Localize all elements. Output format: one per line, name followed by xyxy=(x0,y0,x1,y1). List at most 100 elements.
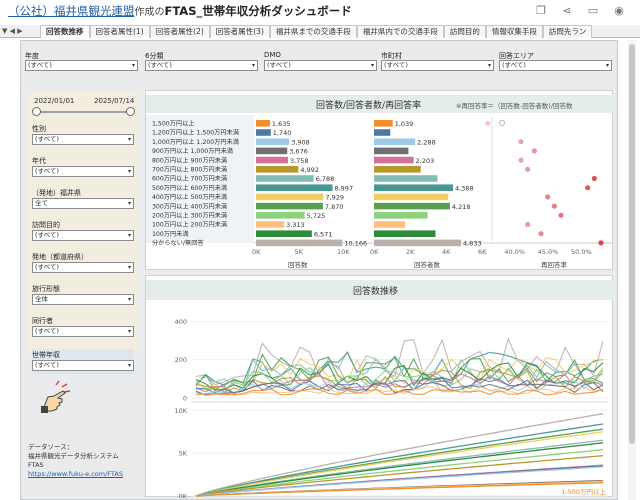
respondents-bar[interactable] xyxy=(374,175,438,182)
filter-area-select[interactable]: (すべて) ▾ xyxy=(499,60,612,71)
respondents-bar[interactable] xyxy=(374,239,461,247)
category-label: 300万円以上 400万円未満 xyxy=(152,202,227,210)
answers-bar[interactable] xyxy=(256,239,343,247)
tab-0[interactable]: 回答数推移 xyxy=(40,25,90,38)
left-filter-select[interactable]: (すべて) ▾ xyxy=(32,230,134,241)
left-filter-select[interactable]: (すべて) ▾ xyxy=(32,262,134,273)
answers-bar[interactable] xyxy=(256,221,285,228)
slider-end-handle[interactable] xyxy=(126,107,135,116)
respondents-bar[interactable] xyxy=(374,202,450,210)
respondents-bar[interactable] xyxy=(374,212,428,219)
tab-2[interactable]: 回答者属性(2) xyxy=(149,25,210,38)
trend-chart: 400 200 0 10K 5K 0K 1,500万円以上 xyxy=(174,318,608,498)
answers-bar[interactable] xyxy=(256,175,314,182)
answers-label: 6,788 xyxy=(316,175,335,183)
rate-point[interactable] xyxy=(545,194,551,200)
top-filters: 年度 (すべて) ▾ 6分類 (すべて) ▾ DMO (すべて) ▾ 市町村 (すべて… xyxy=(25,51,615,77)
filter-city-select[interactable]: (すべて) ▾ xyxy=(381,60,494,71)
rate-point[interactable] xyxy=(518,157,524,163)
trend-line[interactable] xyxy=(195,369,604,393)
tab-4[interactable]: 福井県までの交通手段 xyxy=(269,25,357,38)
respondents-bar[interactable] xyxy=(374,221,406,228)
answers-bar[interactable] xyxy=(256,156,288,164)
tab-3[interactable]: 回答者属性(3) xyxy=(209,25,270,38)
respondents-bar[interactable] xyxy=(374,147,409,155)
filter-label: 年度 xyxy=(25,52,39,60)
left-filter-2: （発地）福井県 全て ▾ xyxy=(32,188,134,209)
answers-label: 1,740 xyxy=(273,129,292,137)
rate-point[interactable] xyxy=(591,175,597,182)
answers-bar[interactable] xyxy=(256,166,299,173)
filter-income-select[interactable]: (すべて) ▾ xyxy=(32,360,134,371)
rate-point[interactable] xyxy=(538,231,544,237)
respondents-bar[interactable] xyxy=(374,166,421,173)
rate-point[interactable] xyxy=(485,120,491,126)
cumulative-line[interactable] xyxy=(195,482,604,497)
respondents-bar[interactable] xyxy=(374,120,393,127)
cumulative-line[interactable] xyxy=(195,449,604,497)
rate-point-empty[interactable] xyxy=(498,119,506,127)
respondents-bar[interactable] xyxy=(374,184,453,191)
vertical-scrollbar[interactable] xyxy=(628,40,636,500)
cumulative-line[interactable] xyxy=(195,442,604,497)
rate-point[interactable] xyxy=(598,240,604,246)
respondents-bar[interactable] xyxy=(374,129,391,136)
share-icon[interactable]: ⋖ xyxy=(562,4,572,17)
filter-label: 同行者 xyxy=(32,317,53,325)
trend-line[interactable] xyxy=(195,381,604,396)
rate-point[interactable] xyxy=(531,148,537,154)
answers-bar[interactable] xyxy=(256,120,270,127)
respondents-bar[interactable] xyxy=(374,193,449,201)
answers-bar[interactable] xyxy=(256,147,288,155)
left-filter-select[interactable]: 全体 ▾ xyxy=(32,294,134,305)
source-link[interactable]: https://www.fuku-e.com/FTAS xyxy=(28,470,123,478)
slider-start-handle[interactable] xyxy=(32,107,41,116)
answers-bar[interactable] xyxy=(256,184,333,191)
rate-point[interactable] xyxy=(585,185,591,191)
org-link[interactable]: （公社）福井県観光連盟 xyxy=(8,4,135,18)
left-filter-select[interactable]: (すべて) ▾ xyxy=(32,166,134,177)
scrollbar-thumb[interactable] xyxy=(629,44,635,444)
cumulative-line[interactable] xyxy=(195,455,604,497)
tab-scroll-arrows[interactable]: ▼ ◀ ▶ xyxy=(2,27,23,35)
answers-bar[interactable] xyxy=(256,193,324,201)
left-filter-select[interactable]: (すべて) ▾ xyxy=(32,326,134,337)
date-range-slider[interactable] xyxy=(32,107,135,116)
chevron-down-icon: ▾ xyxy=(127,328,131,335)
respondents-bar[interactable] xyxy=(374,156,414,164)
cumulative-line[interactable] xyxy=(195,413,604,497)
copy-icon[interactable]: ❐ xyxy=(536,4,546,17)
filter-dmo-select[interactable]: (すべて) ▾ xyxy=(264,60,377,71)
cumulative-line[interactable] xyxy=(195,466,604,497)
trend-line[interactable] xyxy=(195,356,604,390)
respondents-bar[interactable] xyxy=(374,138,416,145)
rate-point[interactable] xyxy=(551,203,557,209)
cumulative-line[interactable] xyxy=(195,423,604,497)
trend-line[interactable] xyxy=(195,337,604,386)
rate-point[interactable] xyxy=(525,221,531,228)
left-filter-select[interactable]: (すべて) ▾ xyxy=(32,134,134,145)
comment-icon[interactable]: ▭ xyxy=(587,4,599,17)
tab-8[interactable]: 訪問先ラン xyxy=(542,25,593,38)
trend-line[interactable] xyxy=(195,388,604,396)
answers-bar[interactable] xyxy=(256,212,305,219)
rate-point[interactable] xyxy=(518,139,524,145)
filter-category6-select[interactable]: (すべて) ▾ xyxy=(145,60,258,71)
trend-line[interactable] xyxy=(195,367,604,392)
tab-7[interactable]: 情報収集手段 xyxy=(485,25,543,38)
answers-bar[interactable] xyxy=(256,202,323,210)
tab-5[interactable]: 福井県内での交通手段 xyxy=(356,25,444,38)
answers-bar[interactable] xyxy=(256,230,312,237)
rate-point[interactable] xyxy=(558,212,564,218)
left-filter-select[interactable]: 全て ▾ xyxy=(32,198,134,209)
respondents-bar[interactable] xyxy=(374,230,436,237)
category-label: 100万円未満 xyxy=(152,230,189,238)
answers-bar[interactable] xyxy=(256,138,290,145)
cumulative-line[interactable] xyxy=(195,431,604,497)
rate-point[interactable] xyxy=(525,166,531,172)
tab-6[interactable]: 訪問目的 xyxy=(443,25,486,38)
tab-1[interactable]: 回答者属性(1) xyxy=(89,25,150,38)
answers-bar[interactable] xyxy=(256,129,271,136)
filter-year-select[interactable]: (すべて) ▾ xyxy=(25,60,138,71)
user-icon[interactable]: ◉ xyxy=(614,4,624,17)
